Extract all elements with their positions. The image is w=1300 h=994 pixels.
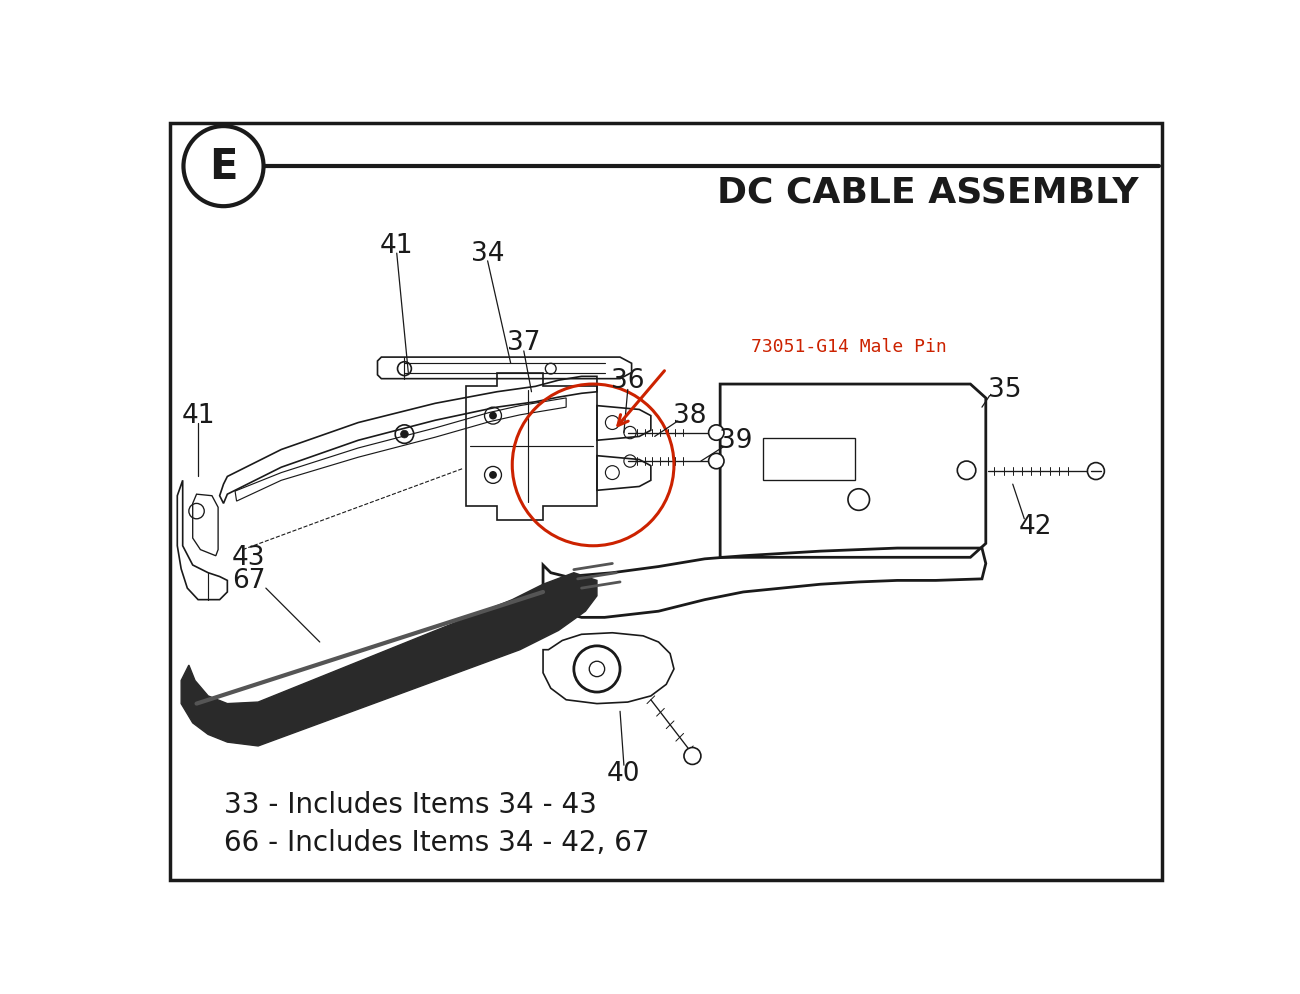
Text: 35: 35 <box>988 377 1022 403</box>
Polygon shape <box>181 574 597 746</box>
Text: 43: 43 <box>233 545 265 571</box>
Text: 33 - Includes Items 34 - 43: 33 - Includes Items 34 - 43 <box>224 790 597 818</box>
Circle shape <box>400 430 408 438</box>
Text: 41: 41 <box>380 234 413 259</box>
Text: 66 - Includes Items 34 - 42, 67: 66 - Includes Items 34 - 42, 67 <box>224 828 649 857</box>
Text: 34: 34 <box>471 241 504 266</box>
Text: 40: 40 <box>607 760 641 786</box>
Text: 42: 42 <box>1019 514 1053 540</box>
Text: 73051-G14 Male Pin: 73051-G14 Male Pin <box>751 337 946 355</box>
Text: 41: 41 <box>181 403 214 428</box>
Circle shape <box>490 472 497 478</box>
Text: 37: 37 <box>507 329 541 355</box>
Text: 38: 38 <box>672 403 706 428</box>
Text: E: E <box>209 146 238 188</box>
Circle shape <box>1087 463 1105 480</box>
Text: DC CABLE ASSEMBLY: DC CABLE ASSEMBLY <box>718 175 1139 210</box>
Text: 67: 67 <box>233 568 265 593</box>
Circle shape <box>708 454 724 469</box>
Text: 36: 36 <box>611 368 645 394</box>
Circle shape <box>684 747 701 764</box>
Circle shape <box>708 425 724 440</box>
Text: 39: 39 <box>719 427 753 454</box>
Circle shape <box>490 414 497 419</box>
